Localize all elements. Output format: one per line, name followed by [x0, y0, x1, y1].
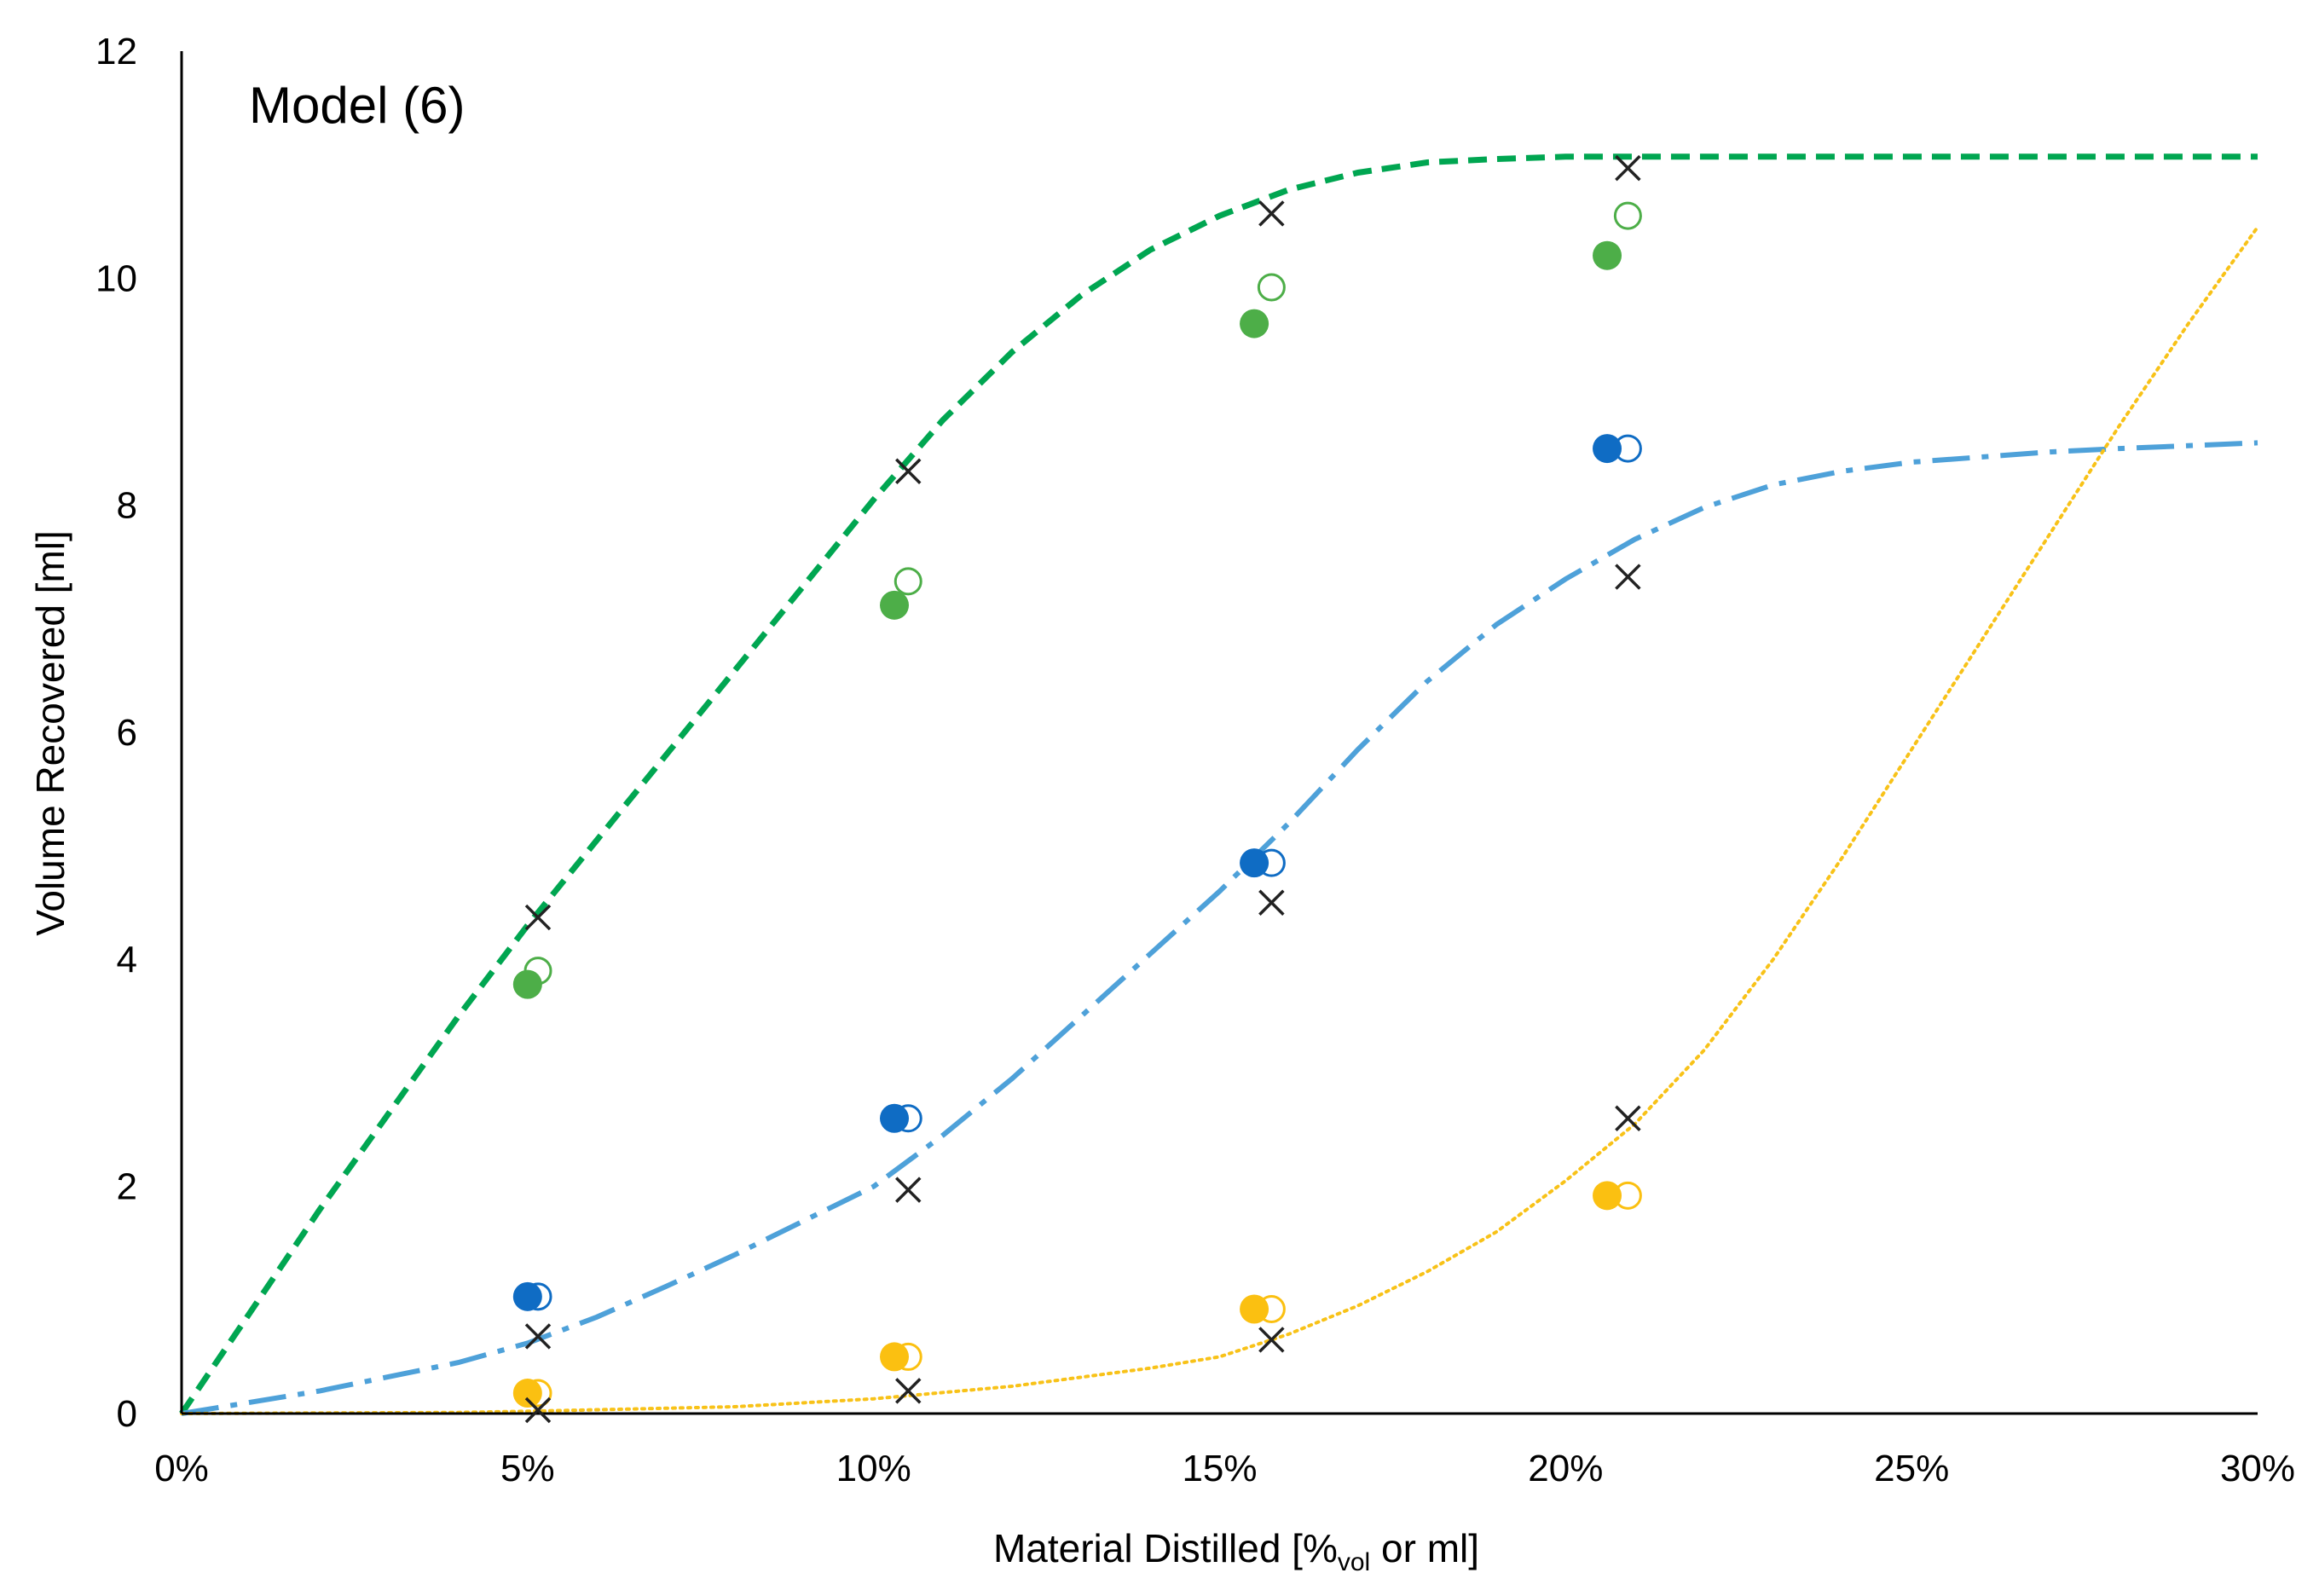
filled-circle-marker	[1240, 848, 1269, 878]
model-curve-dash-dot	[181, 440, 2258, 1416]
filled-circle-marker	[1240, 309, 1269, 338]
filled-circle-marker	[880, 590, 910, 620]
cross-marker	[524, 1323, 552, 1350]
cross-marker	[1615, 154, 1641, 182]
tick-label-layer: 0% 5% 10% 15% 20% 25% 30% 0 2 4 6 8 10 12	[95, 31, 2295, 1489]
cross-marker	[524, 1396, 552, 1424]
cross-marker	[895, 458, 922, 484]
filled-circle-marker	[1593, 240, 1622, 270]
open-circle-marker	[1613, 201, 1642, 230]
x-tick-label: 20%	[1528, 1448, 1603, 1489]
filled-circle-marker	[512, 1281, 542, 1311]
cross-marker	[1258, 200, 1285, 227]
x-tick-label: 0%	[154, 1448, 209, 1489]
cross-marker	[895, 1177, 922, 1203]
y-tick-label: 0	[117, 1393, 137, 1435]
model-curve-dashed	[179, 153, 2258, 1415]
x-axis-title: Material Distilled [%vol or ml]	[993, 1526, 1479, 1576]
y-tick-label: 12	[95, 31, 137, 72]
cross-marker	[1258, 1327, 1285, 1353]
x-axis-title-prefix: Material Distilled [%	[993, 1526, 1338, 1570]
cross-marker	[1615, 1105, 1641, 1132]
cross-marker	[1615, 564, 1641, 590]
series-layer	[179, 153, 2259, 1416]
axes-layer	[180, 51, 2258, 1415]
x-tick-label: 25%	[1874, 1448, 1949, 1489]
cross-marker	[524, 904, 552, 931]
open-circle-marker	[893, 567, 922, 596]
filled-circle-marker	[512, 969, 542, 999]
y-tick-label: 4	[117, 939, 137, 980]
model-annotation: Model (6)	[249, 77, 465, 134]
x-tick-label: 30%	[2220, 1448, 2295, 1489]
filled-circle-marker	[512, 1379, 542, 1408]
filled-circle-marker	[1593, 1181, 1622, 1211]
y-tick-label: 2	[117, 1166, 137, 1208]
filled-circle-marker	[880, 1342, 910, 1372]
y-tick-label: 6	[117, 712, 137, 754]
cross-marker	[1258, 889, 1285, 916]
x-axis-title-suffix: or ml]	[1370, 1526, 1479, 1570]
y-tick-label: 10	[95, 257, 137, 299]
x-tick-label: 5%	[500, 1448, 555, 1489]
x-tick-label: 15%	[1182, 1448, 1257, 1489]
marker-layer	[512, 154, 1642, 1424]
filled-circle-marker	[880, 1103, 910, 1133]
cross-marker	[895, 1378, 922, 1404]
y-axis-title: Volume Recovered [ml]	[28, 530, 72, 936]
y-tick-label: 8	[117, 485, 137, 527]
filled-circle-marker	[1240, 1294, 1269, 1324]
filled-circle-marker	[1593, 434, 1622, 464]
x-axis-title-subscript: vol	[1338, 1548, 1370, 1576]
open-circle-marker	[1257, 273, 1286, 302]
x-tick-label: 10%	[836, 1448, 911, 1489]
model-curve-dotted	[180, 225, 2259, 1415]
